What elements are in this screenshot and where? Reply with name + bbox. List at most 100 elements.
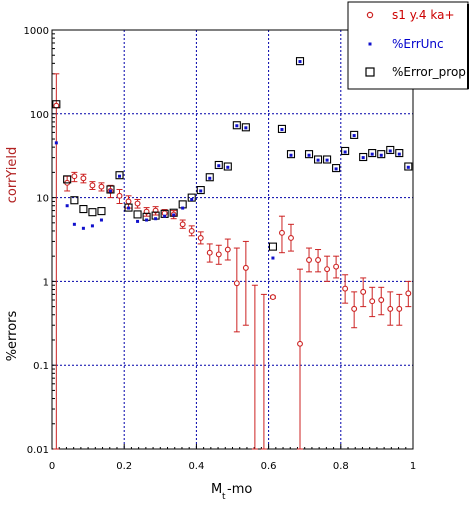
s1-point bbox=[125, 198, 132, 205]
x-axis-ticks: 0 0.2 0.4 0.6 0.8 1 bbox=[49, 444, 416, 472]
x-tick-label: 0 bbox=[49, 461, 55, 472]
errprop-point bbox=[395, 149, 404, 158]
errprop-point bbox=[115, 171, 124, 180]
s1-point bbox=[387, 305, 394, 312]
s1-point-group bbox=[260, 293, 267, 450]
errunc-point bbox=[199, 189, 203, 193]
s1-point bbox=[98, 183, 105, 190]
s1-point bbox=[297, 340, 303, 347]
x-axis-label-subscript: t bbox=[222, 492, 226, 502]
s1-point-group bbox=[206, 243, 213, 263]
s1-point bbox=[71, 173, 78, 180]
s1-point bbox=[179, 221, 186, 228]
errunc-point bbox=[235, 124, 239, 128]
errprop-point bbox=[314, 155, 323, 164]
errprop-point bbox=[323, 155, 332, 164]
s1-point-group bbox=[179, 219, 186, 229]
grid-lines bbox=[52, 30, 413, 449]
errunc-point bbox=[334, 167, 338, 171]
legend-marker-s1 bbox=[366, 11, 374, 19]
errprop-point bbox=[350, 130, 359, 139]
errprop-point bbox=[332, 164, 341, 173]
errunc-point bbox=[90, 224, 94, 228]
s1-point bbox=[324, 266, 331, 273]
s1-point bbox=[215, 251, 222, 258]
legend-marker-errprop bbox=[365, 67, 375, 77]
x-tick-label: 0.8 bbox=[333, 461, 349, 472]
y-axis-ticks: 0.01 0.1 1 10 100 1000 bbox=[24, 26, 57, 456]
errprop-point bbox=[70, 196, 79, 205]
errunc-point bbox=[118, 174, 122, 178]
s1-point bbox=[188, 227, 195, 234]
errunc-point bbox=[99, 218, 103, 222]
errunc-point bbox=[379, 153, 383, 157]
s1-point-group bbox=[324, 255, 331, 282]
errunc-point bbox=[226, 165, 230, 169]
x-axis-label: M t -mo bbox=[211, 482, 252, 502]
s1-point-group bbox=[405, 280, 412, 308]
s1-point-group bbox=[188, 225, 195, 237]
s1-point bbox=[306, 257, 312, 263]
s1-point-group bbox=[116, 188, 123, 205]
s1-point-group bbox=[278, 215, 285, 254]
x-axis-label-suffix: -mo bbox=[227, 482, 252, 497]
s1-point-group bbox=[197, 231, 204, 245]
errprop-point bbox=[304, 150, 314, 159]
errprop-point bbox=[359, 152, 368, 162]
errprop-point bbox=[79, 205, 88, 214]
s1-point bbox=[89, 182, 96, 189]
errprop-point bbox=[205, 173, 214, 182]
s1-point bbox=[396, 305, 403, 312]
s1-point bbox=[360, 288, 367, 295]
s1-point bbox=[206, 249, 213, 256]
x-tick-label: 0.4 bbox=[188, 461, 204, 472]
errunc-point bbox=[244, 126, 248, 130]
errprop-point bbox=[268, 242, 277, 251]
s1-point-group bbox=[80, 173, 87, 184]
errprop-point bbox=[214, 160, 223, 170]
errprop-point bbox=[377, 150, 386, 159]
y-tick-label: 0.01 bbox=[27, 445, 49, 456]
errunc-point bbox=[127, 206, 131, 210]
errprop-point bbox=[187, 193, 196, 202]
x-tick-label: 1 bbox=[410, 461, 416, 472]
errprop-point bbox=[97, 207, 106, 216]
s1-point-group bbox=[269, 294, 276, 301]
s1-point-group bbox=[333, 255, 340, 279]
errunc-point bbox=[370, 152, 374, 156]
s1-point-group bbox=[287, 223, 294, 252]
y-tick-label: 100 bbox=[30, 110, 49, 121]
s1-point bbox=[378, 297, 385, 303]
errunc-point bbox=[217, 164, 221, 168]
s1-point-group bbox=[242, 240, 249, 326]
errprop-point bbox=[241, 123, 250, 132]
legend-label-errprop: %Error_prop bbox=[392, 65, 466, 79]
x-axis-label-main: M bbox=[211, 482, 222, 497]
s1-point bbox=[288, 234, 294, 241]
s1-point bbox=[80, 175, 87, 182]
s1-point-group bbox=[152, 206, 159, 216]
errprop-point bbox=[88, 208, 97, 217]
plot-frame bbox=[51, 29, 414, 450]
errprop-point bbox=[124, 203, 133, 212]
s1-point bbox=[342, 285, 349, 292]
errunc-point bbox=[388, 149, 392, 153]
errunc-point bbox=[81, 226, 85, 230]
errprop-point bbox=[341, 146, 350, 156]
errprop-point bbox=[232, 121, 241, 130]
s1-point-group bbox=[125, 195, 132, 209]
s1-point bbox=[279, 229, 285, 236]
s1-point-group bbox=[387, 291, 394, 326]
errprop-point bbox=[286, 150, 296, 159]
errunc-point bbox=[271, 256, 275, 260]
s1-point bbox=[116, 192, 123, 199]
y-tick-label: 10 bbox=[36, 194, 49, 205]
x-tick-label: 0.6 bbox=[261, 461, 277, 472]
s1-point-group bbox=[98, 182, 105, 192]
errprop-point bbox=[63, 175, 72, 184]
s1-point bbox=[315, 257, 322, 263]
s1-point-group bbox=[315, 249, 322, 273]
y-tick-label: 1 bbox=[43, 277, 49, 288]
s1-point-group bbox=[233, 247, 240, 333]
data-marks bbox=[52, 57, 413, 450]
